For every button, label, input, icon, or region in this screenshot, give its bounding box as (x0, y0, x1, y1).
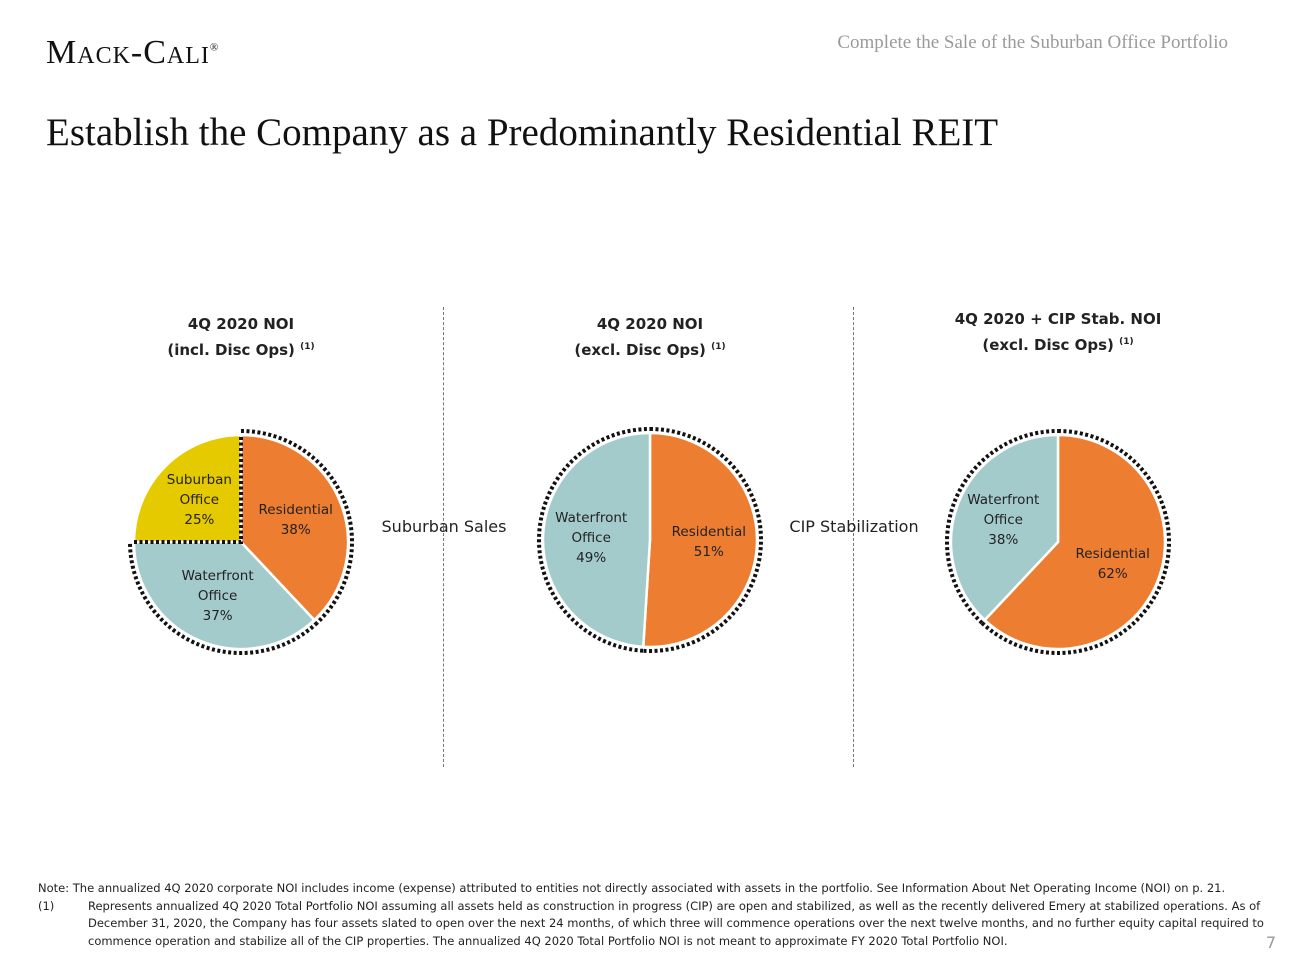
dotted-outline (128, 541, 319, 655)
dotted-outline (945, 429, 1059, 625)
pie-chart (128, 429, 354, 655)
slice-label: Residential 51% (671, 523, 746, 560)
pie-slice-waterfront-office (541, 431, 652, 649)
dotted-outline (537, 427, 651, 653)
note: Note: The annualized 4Q 2020 corporate N… (38, 881, 1226, 895)
dotted-outline (642, 427, 763, 653)
slice-label: Suburban Office 25% (166, 472, 232, 529)
section-title: Complete the Sale of the Suburban Office… (837, 32, 1228, 53)
pie-slice-residential (982, 433, 1167, 651)
dotted-outline (980, 429, 1171, 655)
slice-label: Waterfront Office 37% (181, 568, 254, 624)
pie-slice-residential (239, 433, 350, 622)
divider (853, 307, 854, 767)
pie-slice-suburban-office (132, 433, 243, 544)
slice-label: Residential 38% (258, 502, 333, 539)
divider (443, 307, 444, 767)
footnote-mark: (1) (38, 898, 55, 913)
dotted-outline (134, 435, 243, 544)
pie-title: 4Q 2020 + CIP Stab. NOI (excl. Disc Ops) … (954, 310, 1162, 354)
slice-label: Residential 62% (1075, 545, 1150, 582)
footnote-text: Represents annualized 4Q 2020 Total Port… (88, 898, 1264, 948)
pie-chart (537, 427, 763, 653)
pie-title: 4Q 2020 NOI (excl. Disc Ops) (1) (574, 315, 726, 359)
transition-label: Suburban Sales (381, 517, 507, 536)
page-number: 7 (1265, 933, 1276, 952)
logo: Mack-Cali® (46, 34, 220, 71)
slice-label: Waterfront Office 38% (967, 492, 1040, 549)
dotted-outline (240, 429, 354, 625)
pie-title: 4Q 2020 NOI (incl. Disc Ops) (1) (167, 315, 315, 359)
slice-label: Waterfront Office 49% (555, 510, 628, 567)
page-title: Establish the Company as a Predominantly… (46, 111, 999, 154)
pie-slice-waterfront-office (132, 540, 317, 651)
transition-label: CIP Stabilization (789, 517, 919, 536)
footnotes: Note: The annualized 4Q 2020 corporate N… (38, 880, 1268, 950)
pie-slice-residential (641, 431, 759, 649)
pie-chart (945, 429, 1171, 655)
pie-slice-waterfront-office (949, 433, 1060, 622)
